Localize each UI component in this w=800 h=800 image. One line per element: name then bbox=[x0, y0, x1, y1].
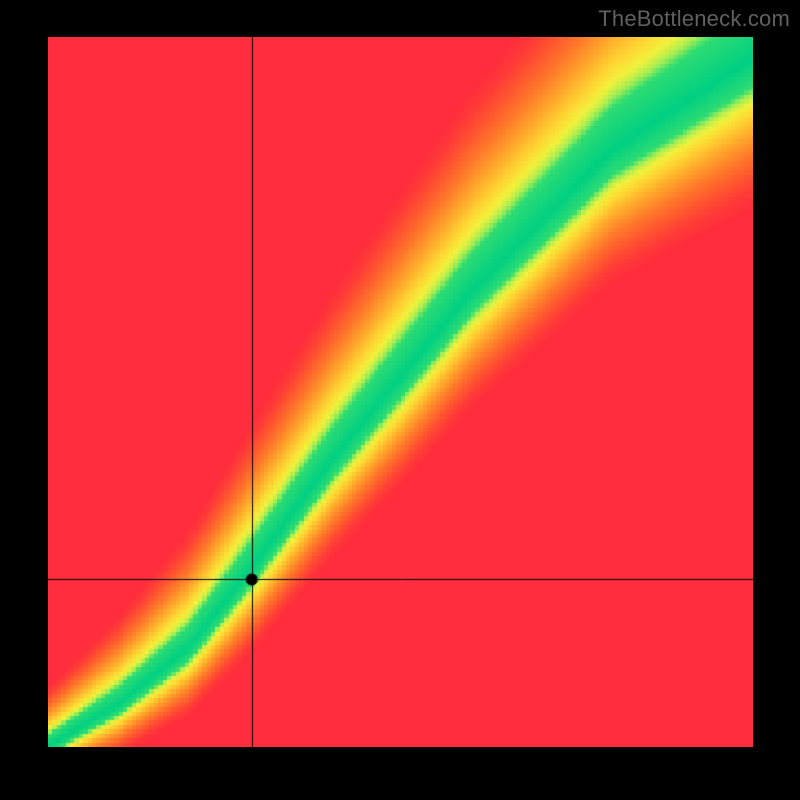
watermark-text: TheBottleneck.com bbox=[598, 6, 790, 32]
bottleneck-heatmap bbox=[48, 37, 753, 747]
figure-container: TheBottleneck.com bbox=[0, 0, 800, 800]
